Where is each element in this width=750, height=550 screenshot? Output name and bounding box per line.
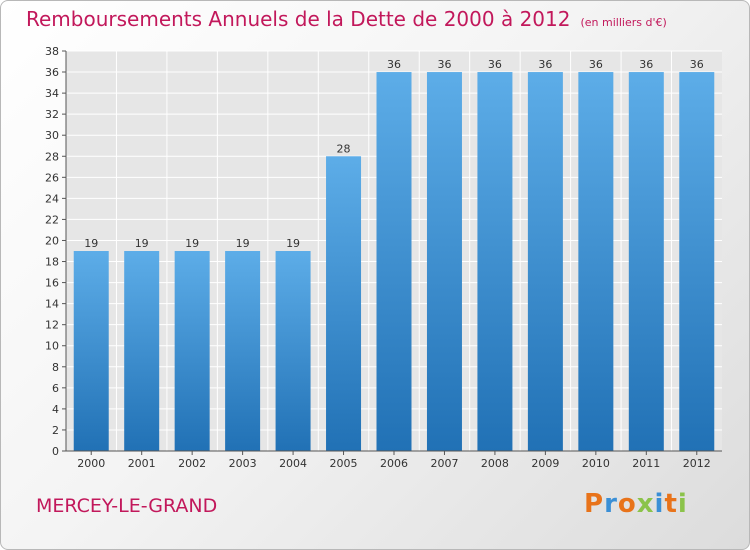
y-tick-label: 0 (52, 445, 59, 458)
bar (628, 72, 664, 451)
y-tick-label: 28 (45, 150, 59, 163)
x-tick-label: 2001 (128, 457, 156, 470)
x-tick-label: 2004 (279, 457, 307, 470)
title-text: Remboursements Annuels de la Dette de 20… (26, 7, 571, 31)
x-tick-label: 2012 (683, 457, 711, 470)
data-label: 36 (538, 58, 552, 71)
bar (679, 72, 715, 451)
logo-letter: x (636, 489, 655, 519)
data-label: 19 (135, 237, 149, 250)
x-tick-label: 2003 (229, 457, 257, 470)
data-label: 36 (690, 58, 704, 71)
bar (477, 72, 513, 451)
y-tick-label: 12 (45, 319, 59, 332)
y-tick-label: 26 (45, 171, 59, 184)
y-tick-label: 16 (45, 277, 59, 290)
y-tick-label: 2 (52, 424, 59, 437)
bar (174, 251, 210, 451)
logo-letter: o (617, 489, 637, 519)
x-tick-label: 2010 (582, 457, 610, 470)
x-tick-label: 2002 (178, 457, 206, 470)
x-tick-label: 2005 (330, 457, 358, 470)
logo-letter: i (677, 489, 688, 519)
bar (326, 156, 362, 451)
x-tick-label: 2006 (380, 457, 408, 470)
y-tick-label: 38 (45, 45, 59, 58)
x-tick-label: 2011 (632, 457, 660, 470)
y-tick-label: 10 (45, 340, 59, 353)
data-label: 19 (84, 237, 98, 250)
x-tick-label: 2000 (77, 457, 105, 470)
y-tick-label: 32 (45, 108, 59, 121)
data-label: 19 (236, 237, 250, 250)
x-tick-label: 2008 (481, 457, 509, 470)
y-tick-label: 36 (45, 66, 59, 79)
bar (527, 72, 563, 451)
y-tick-label: 14 (45, 298, 59, 311)
y-tick-label: 30 (45, 129, 59, 142)
bar (124, 251, 160, 451)
data-label: 36 (437, 58, 451, 71)
data-label: 19 (185, 237, 199, 250)
y-tick-label: 34 (45, 87, 59, 100)
y-tick-label: 22 (45, 213, 59, 226)
place-name: MERCEY-LE-GRAND (36, 495, 218, 517)
unit-label: (en milliers d'€) (580, 16, 667, 29)
y-tick-label: 6 (52, 382, 59, 395)
data-label: 19 (286, 237, 300, 250)
bar (275, 251, 311, 451)
data-label: 36 (387, 58, 401, 71)
x-tick-label: 2007 (430, 457, 458, 470)
bar (376, 72, 412, 451)
y-tick-label: 24 (45, 192, 59, 205)
y-tick-label: 20 (45, 234, 59, 247)
y-tick-label: 18 (45, 256, 59, 269)
y-tick-label: 4 (52, 403, 59, 416)
bar (426, 72, 462, 451)
logo-letter: i (654, 489, 665, 519)
logo-letter: r (604, 489, 618, 519)
bar (578, 72, 614, 451)
x-tick-label: 2009 (531, 457, 559, 470)
bar (73, 251, 109, 451)
data-label: 28 (337, 142, 351, 155)
data-label: 36 (589, 58, 603, 71)
logo-letter: t (664, 489, 678, 519)
data-label: 36 (488, 58, 502, 71)
y-tick-label: 8 (52, 361, 59, 374)
chart-title: Remboursements Annuels de la Dette de 20… (26, 7, 667, 31)
proxiti-logo: Proxiti (584, 489, 688, 519)
logo-letter: P (584, 489, 605, 519)
bar (225, 251, 261, 451)
data-label: 36 (639, 58, 653, 71)
